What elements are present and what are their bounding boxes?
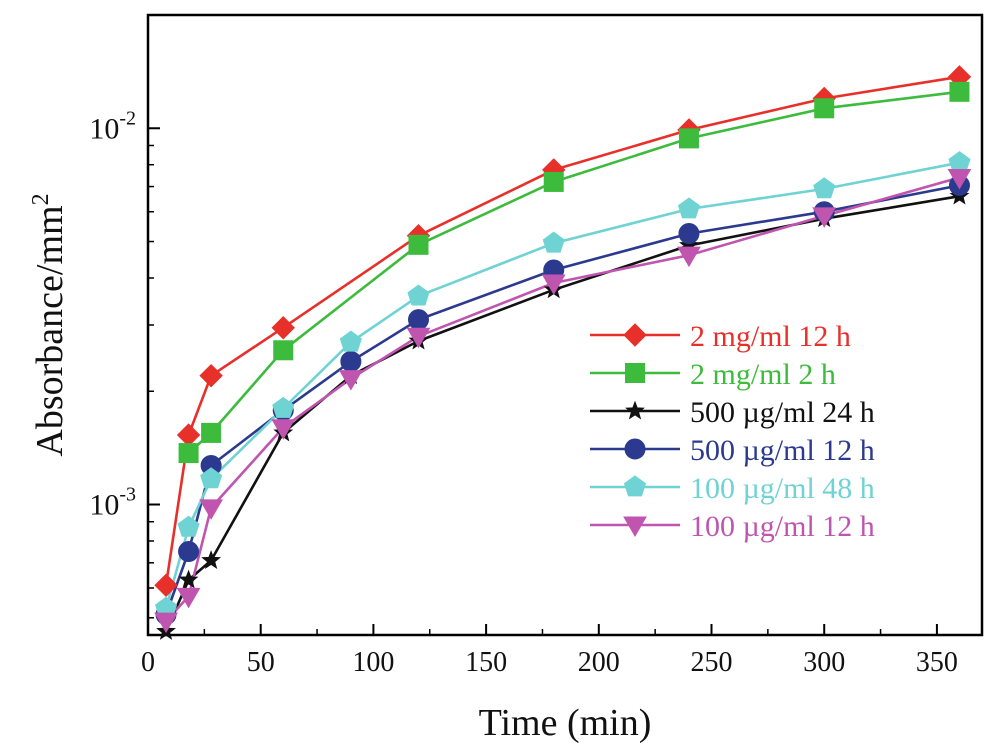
data-point (542, 231, 565, 253)
legend-swatch-marker (623, 475, 647, 497)
data-point (271, 316, 295, 340)
x-tick-label: 50 (247, 647, 275, 678)
legend-swatch-marker (623, 516, 647, 537)
data-point (408, 234, 429, 255)
legend-label: 100 µg/ml 48 h (690, 472, 875, 505)
data-point (339, 330, 362, 352)
series-lines (164, 75, 960, 632)
legend-swatch-marker (625, 363, 645, 383)
legend-label: 500 µg/ml 24 h (690, 396, 875, 429)
data-point (948, 151, 971, 173)
data-point (407, 309, 429, 331)
data-point (178, 541, 200, 563)
x-tick-label: 250 (691, 647, 733, 678)
legend-label: 2 mg/ml 2 h (690, 358, 836, 391)
x-tick-label: 350 (916, 647, 958, 678)
data-point (947, 168, 972, 190)
x-axis-label: Time (min) (479, 702, 652, 744)
data-point (677, 246, 701, 268)
series-line (164, 161, 960, 609)
x-tick-label: 0 (141, 647, 155, 678)
data-point (178, 443, 199, 464)
y-tick-base: 10 (89, 489, 119, 522)
data-point (178, 569, 199, 589)
data-point (814, 98, 835, 119)
data-point (200, 467, 223, 489)
legend-swatch-marker (623, 323, 647, 347)
legend-item: 2 mg/ml 12 h (590, 320, 851, 353)
legend-item: 2 mg/ml 2 h (590, 358, 836, 391)
data-point (677, 197, 700, 219)
y-tick-label: 10-2 (89, 107, 136, 145)
x-tick-label: 200 (578, 647, 620, 678)
data-point (271, 419, 296, 440)
data-point (340, 350, 362, 372)
data-point (176, 423, 201, 447)
data-point (199, 363, 223, 388)
data-point (154, 612, 178, 634)
data-point (154, 573, 178, 597)
legend-label: 100 µg/ml 12 h (690, 510, 875, 543)
data-point (272, 396, 295, 418)
legend-swatch-marker (624, 438, 646, 460)
legend-item: 500 µg/ml 12 h (590, 434, 875, 467)
data-point (177, 515, 200, 537)
legend-item: 100 µg/ml 12 h (590, 510, 875, 543)
legend-item: 500 µg/ml 24 h (590, 396, 875, 429)
data-point (812, 207, 837, 228)
x-tick-label: 100 (352, 647, 394, 678)
series-line (164, 184, 960, 615)
y-tick-exponent: -2 (119, 107, 136, 129)
data-point (201, 550, 222, 569)
data-point (338, 370, 363, 391)
y-tick-base: 10 (89, 112, 119, 145)
legend-label: 500 µg/ml 12 h (690, 434, 875, 467)
y-axis-label: Absorbance/mm2 (28, 193, 71, 456)
data-point (176, 587, 201, 609)
legend: 2 mg/ml 12 h 2 mg/ml 2 h 500 µg/ml 24 h 500… (590, 320, 875, 543)
legend-label: 2 mg/ml 12 h (690, 320, 851, 353)
series-line (187, 90, 960, 455)
x-tick-label: 300 (803, 647, 845, 678)
legend-item: 100 µg/ml 48 h (590, 472, 875, 505)
data-point (406, 327, 431, 349)
data-point (543, 171, 564, 192)
y-tick-exponent: -3 (119, 484, 136, 506)
y-tick-label: 10-3 (89, 484, 136, 522)
legend-swatch-marker (625, 400, 645, 420)
data-point (678, 223, 700, 245)
x-tick-label: 150 (465, 647, 507, 678)
data-point (541, 274, 566, 295)
data-point (273, 340, 294, 361)
data-point (199, 499, 223, 520)
y-axis-label-superscript: 2 (28, 193, 54, 205)
data-point (813, 177, 836, 199)
data-point (949, 81, 970, 102)
data-point (201, 422, 222, 443)
data-point (407, 284, 430, 306)
data-point (678, 128, 699, 149)
series-line (165, 176, 960, 622)
series-markers (154, 65, 972, 640)
y-axis-label-text: Absorbance/mm (29, 205, 71, 456)
